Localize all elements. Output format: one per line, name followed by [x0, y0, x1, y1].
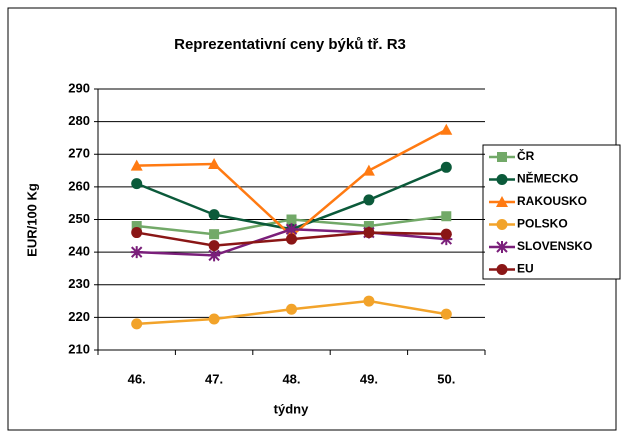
marker	[131, 318, 143, 330]
marker	[208, 249, 221, 262]
legend-marker	[496, 241, 508, 253]
marker	[208, 240, 220, 252]
marker	[209, 229, 220, 240]
marker	[286, 303, 297, 315]
marker	[362, 164, 375, 176]
legend-marker	[496, 174, 508, 185]
legend-marker	[496, 219, 508, 230]
legend-box	[482, 144, 621, 280]
marker	[208, 313, 220, 325]
legend-label: ČR	[517, 148, 535, 163]
y-tick-label: 260	[68, 178, 90, 193]
x-tick-label: 50.	[437, 371, 455, 386]
legend-label: EU	[517, 262, 534, 276]
marker	[208, 158, 221, 170]
marker	[440, 308, 452, 320]
marker	[131, 178, 143, 190]
legend-marker	[496, 196, 508, 207]
marker	[131, 227, 143, 239]
marker	[131, 221, 142, 232]
marker	[363, 194, 375, 206]
marker	[130, 246, 143, 259]
y-tick-label: 270	[68, 146, 90, 161]
marker	[285, 223, 298, 236]
x-tick-label: 48.	[282, 371, 300, 386]
marker	[441, 211, 452, 222]
legend-label: SLOVENSKO	[517, 239, 592, 253]
marker	[363, 221, 374, 232]
marker	[363, 295, 375, 307]
marker	[208, 209, 220, 221]
marker	[440, 228, 452, 240]
y-tick-label: 250	[68, 211, 90, 226]
y-tick-label: 280	[68, 113, 90, 128]
y-axis-label: EUR/100 Kg	[24, 183, 39, 257]
marker	[440, 123, 453, 135]
legend-label: POLSKO	[517, 217, 568, 231]
legend-label: RAKOUSKO	[517, 194, 587, 208]
marker	[363, 227, 375, 239]
chart-title: Reprezentativní ceny býků tř. R3	[174, 36, 406, 53]
x-tick-label: 46.	[128, 371, 146, 386]
y-tick-label: 290	[68, 80, 90, 95]
y-tick-label: 220	[68, 309, 90, 324]
y-tick-label: 240	[68, 244, 90, 259]
marker	[440, 161, 452, 173]
y-tick-label: 210	[68, 341, 90, 356]
marker	[130, 159, 143, 171]
legend-marker	[496, 264, 508, 275]
x-tick-label: 47.	[205, 371, 223, 386]
legend-marker	[497, 152, 507, 162]
x-axis-label: týdny	[274, 401, 309, 416]
x-tick-label: 49.	[360, 371, 378, 386]
marker	[286, 214, 297, 225]
y-tick-label: 230	[68, 276, 90, 291]
legend-label: NĚMECKO	[517, 171, 578, 186]
marker	[286, 233, 297, 245]
